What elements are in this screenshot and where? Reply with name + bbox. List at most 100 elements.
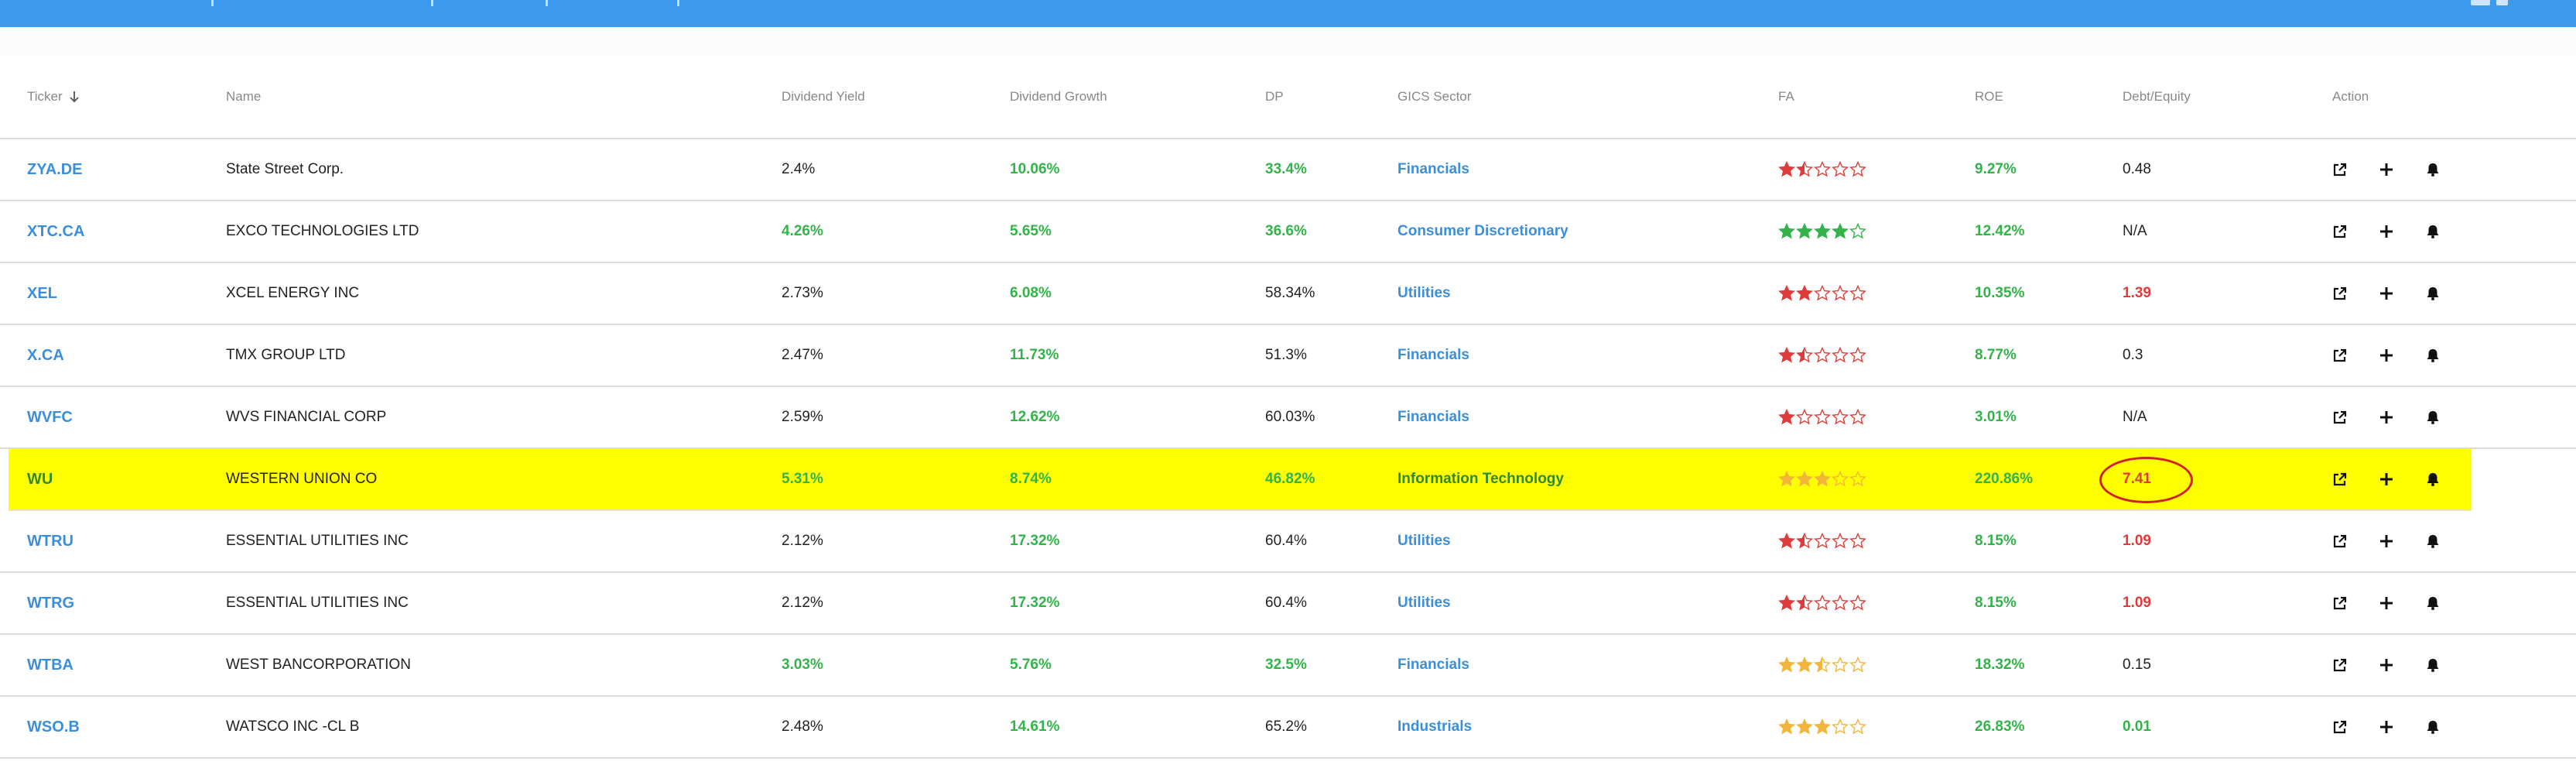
header-gics-sector[interactable]: GICS Sector <box>1397 88 1472 104</box>
dividend-growth: 12.62% <box>1010 409 1060 425</box>
external-link-icon[interactable] <box>2332 162 2348 177</box>
plus-icon[interactable] <box>2379 657 2394 673</box>
star-full-icon <box>1778 657 1795 673</box>
gics-sector-link[interactable]: Information Technology <box>1397 471 1564 487</box>
table-row[interactable]: ZYA.DE State Street Corp. 2.4% 10.06% 33… <box>0 139 2576 201</box>
bell-icon[interactable] <box>2425 286 2441 301</box>
plus-icon[interactable] <box>2379 595 2394 611</box>
nav-divider <box>546 0 548 6</box>
gics-sector-link[interactable]: Financials <box>1397 409 1469 425</box>
ticker-link[interactable]: WVFC <box>27 408 73 426</box>
ticker-link[interactable]: ZYA.DE <box>27 160 83 178</box>
table-row[interactable]: XEL XCEL ENERGY INC 2.73% 6.08% 58.34% U… <box>0 263 2576 325</box>
table-row[interactable]: WU WESTERN UNION CO 5.31% 8.74% 46.82% I… <box>9 449 2472 511</box>
dividend-growth: 5.65% <box>1010 223 1052 239</box>
ticker-link[interactable]: WTRG <box>27 594 75 612</box>
bell-icon[interactable] <box>2425 224 2441 239</box>
external-link-icon[interactable] <box>2332 719 2348 735</box>
ticker-link[interactable]: WTBA <box>27 656 74 674</box>
company-name: EXCO TECHNOLOGIES LTD <box>226 223 419 239</box>
table-row[interactable]: WTRG ESSENTIAL UTILITIES INC 2.12% 17.32… <box>0 573 2576 635</box>
table-row[interactable]: WTRU ESSENTIAL UTILITIES INC 2.12% 17.32… <box>0 511 2576 573</box>
plus-icon[interactable] <box>2379 224 2394 239</box>
bell-icon[interactable] <box>2425 719 2441 735</box>
plus-icon[interactable] <box>2379 533 2394 549</box>
gics-sector-link[interactable]: Financials <box>1397 347 1469 363</box>
star-full-icon <box>1778 718 1795 735</box>
plus-icon[interactable] <box>2379 719 2394 735</box>
external-link-icon[interactable] <box>2332 595 2348 611</box>
header-dividend-yield[interactable]: Dividend Yield <box>782 88 865 104</box>
star-full-icon <box>1814 718 1831 735</box>
header-name[interactable]: Name <box>226 88 262 104</box>
plus-icon[interactable] <box>2379 162 2394 177</box>
star-empty-icon <box>1796 409 1813 425</box>
external-link-icon[interactable] <box>2332 286 2348 301</box>
header-ticker[interactable]: Ticker <box>27 55 80 138</box>
star-half-icon <box>1796 161 1813 177</box>
ticker-link[interactable]: WTRU <box>27 532 74 550</box>
ticker-link[interactable]: WU <box>27 470 53 488</box>
external-link-icon[interactable] <box>2332 472 2348 487</box>
gics-sector-link[interactable]: Utilities <box>1397 533 1451 549</box>
header-debt-equity[interactable]: Debt/Equity <box>2123 88 2191 104</box>
company-name: ESSENTIAL UTILITIES INC <box>226 533 409 549</box>
dividend-growth: 17.32% <box>1010 595 1060 611</box>
table-row[interactable]: XTC.CA EXCO TECHNOLOGIES LTD 4.26% 5.65%… <box>0 201 2576 263</box>
star-full-icon <box>1814 223 1831 239</box>
company-name: TMX GROUP LTD <box>226 347 346 363</box>
debt-equity-value: 0.15 <box>2123 657 2151 673</box>
plus-icon[interactable] <box>2379 286 2394 301</box>
roe-value: 9.27% <box>1975 161 2017 177</box>
nav-user-icon[interactable] <box>2496 0 2508 5</box>
table-row[interactable]: WSO.B WATSCO INC -CL B 2.48% 14.61% 65.2… <box>0 697 2576 759</box>
gics-sector-link[interactable]: Utilities <box>1397 285 1451 301</box>
bell-icon[interactable] <box>2425 348 2441 363</box>
debt-equity-value: 0.48 <box>2123 161 2151 177</box>
nav-menu-icon[interactable] <box>2471 0 2490 5</box>
external-link-icon[interactable] <box>2332 410 2348 425</box>
external-link-icon[interactable] <box>2332 348 2348 363</box>
row-actions <box>2332 201 2441 262</box>
plus-icon[interactable] <box>2379 472 2394 487</box>
annotation-circle <box>2099 457 2193 503</box>
company-name: WVS FINANCIAL CORP <box>226 409 387 425</box>
bell-icon[interactable] <box>2425 472 2441 487</box>
gics-sector-link[interactable]: Consumer Discretionary <box>1397 223 1569 239</box>
company-name: XCEL ENERGY INC <box>226 285 360 301</box>
bell-icon[interactable] <box>2425 162 2441 177</box>
dividend-growth: 11.73% <box>1010 347 1059 363</box>
external-link-icon[interactable] <box>2332 224 2348 239</box>
header-fa[interactable]: FA <box>1778 88 1794 104</box>
header-dp[interactable]: DP <box>1265 88 1284 104</box>
row-actions <box>2332 325 2441 386</box>
header-roe[interactable]: ROE <box>1975 88 2003 104</box>
bell-icon[interactable] <box>2425 595 2441 611</box>
ticker-link[interactable]: X.CA <box>27 346 64 364</box>
table-row[interactable]: WTBA WEST BANCORPORATION 3.03% 5.76% 32.… <box>0 635 2576 697</box>
ticker-link[interactable]: WSO.B <box>27 718 80 736</box>
external-link-icon[interactable] <box>2332 657 2348 673</box>
debt-equity-value: 0.01 <box>2123 718 2151 735</box>
bell-icon[interactable] <box>2425 533 2441 549</box>
bell-icon[interactable] <box>2425 410 2441 425</box>
dividend-payout: 60.4% <box>1265 533 1307 549</box>
table-row[interactable]: WVFC WVS FINANCIAL CORP 2.59% 12.62% 60.… <box>0 387 2576 449</box>
row-actions <box>2332 573 2441 633</box>
gics-sector-link[interactable]: Utilities <box>1397 595 1451 611</box>
header-dividend-growth[interactable]: Dividend Growth <box>1010 88 1107 104</box>
star-empty-icon <box>1814 409 1831 425</box>
plus-icon[interactable] <box>2379 348 2394 363</box>
gics-sector-link[interactable]: Financials <box>1397 161 1469 177</box>
external-link-icon[interactable] <box>2332 533 2348 549</box>
gics-sector-link[interactable]: Financials <box>1397 657 1469 673</box>
dividend-yield: 2.73% <box>782 285 823 301</box>
star-full-icon <box>1778 347 1795 363</box>
ticker-link[interactable]: XEL <box>27 284 57 302</box>
gics-sector-link[interactable]: Industrials <box>1397 718 1473 735</box>
table-row[interactable]: X.CA TMX GROUP LTD 2.47% 11.73% 51.3% Fi… <box>0 325 2576 387</box>
ticker-link[interactable]: XTC.CA <box>27 222 85 240</box>
plus-icon[interactable] <box>2379 410 2394 425</box>
bell-icon[interactable] <box>2425 657 2441 673</box>
nav-divider <box>431 0 433 6</box>
